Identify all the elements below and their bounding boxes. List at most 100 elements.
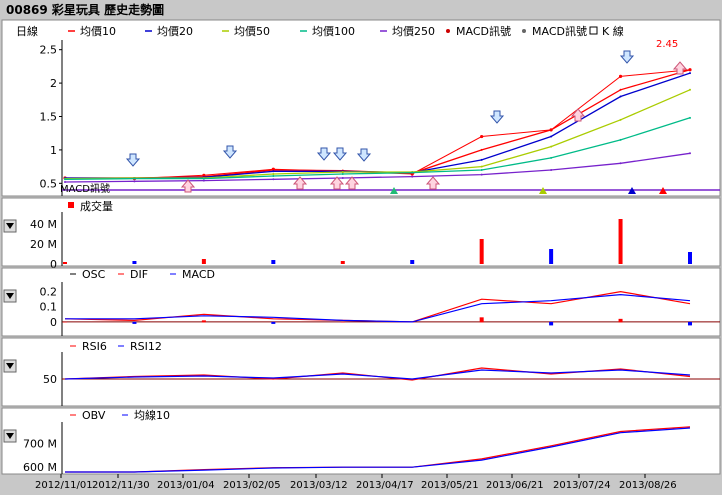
price-point <box>480 173 483 176</box>
legend-label: DIF <box>130 268 148 281</box>
volume-tick-label: 40 M <box>30 218 57 231</box>
volume-bars <box>63 219 692 264</box>
volume-legend: 成交量 <box>80 199 113 213</box>
osc-bar <box>340 321 345 323</box>
price-point <box>689 116 691 119</box>
x-tick-label: 2013/03/12 <box>290 480 348 491</box>
volume-tick-label: 0 <box>50 258 57 271</box>
arrow-up-icon <box>425 176 441 190</box>
volume-toggle-button[interactable] <box>3 219 17 233</box>
price-point <box>272 170 275 173</box>
price-point <box>619 138 622 141</box>
price-point <box>550 128 553 131</box>
rsi-series <box>62 367 720 381</box>
price-point <box>272 174 275 177</box>
price-tick-label: 1 <box>50 144 57 157</box>
price-tick-label: 2 <box>50 77 57 90</box>
price-point <box>133 177 136 180</box>
legend-label: MACD訊號 <box>456 24 511 38</box>
volume-bar <box>271 260 276 264</box>
price-point <box>689 68 691 71</box>
volume-panel <box>1 197 721 267</box>
price-line-ma <box>64 152 691 183</box>
obv-y-ticks: 700 M 600 M <box>23 437 57 474</box>
legend-swatch <box>589 26 598 35</box>
price-y-ticks: 2.5 2 1.5 1 0.5 <box>40 44 62 190</box>
price-point <box>550 145 553 148</box>
obv-toggle-button[interactable] <box>3 429 17 443</box>
triangle-up-icon <box>539 187 547 194</box>
macd-series <box>62 290 720 326</box>
legend-label: OSC <box>82 268 106 281</box>
price-point <box>272 172 275 175</box>
arrow-down-icon <box>619 50 635 64</box>
price-point <box>619 95 622 98</box>
x-tick-label: 2013/05/21 <box>421 480 479 491</box>
price-point <box>202 177 205 180</box>
price-point <box>133 180 136 183</box>
price-point <box>411 175 414 178</box>
price-point <box>480 134 484 139</box>
arrow-down-icon <box>332 147 348 161</box>
last-price-label: 2.45 <box>656 39 678 50</box>
osc-bar <box>618 318 623 323</box>
osc-bar <box>132 321 137 324</box>
price-point <box>689 152 691 155</box>
price-point <box>550 135 553 138</box>
arrow-up-icon <box>570 108 586 122</box>
legend-label: 均價250 <box>392 24 435 38</box>
macd-toggle-button[interactable] <box>3 289 17 303</box>
x-tick-label: 2012/11/30 <box>92 480 150 491</box>
rsi-toggle-button[interactable] <box>3 359 17 373</box>
legend-label: 均價50 <box>234 24 270 38</box>
rsi-legend: RSI6 RSI12 <box>70 340 162 353</box>
price-point <box>272 178 275 181</box>
volume-bar <box>201 259 206 264</box>
macd-tick-label: 0.1 <box>40 301 58 314</box>
rsi-tick-label: 50 <box>43 373 57 386</box>
triangle-down-icon <box>6 363 14 369</box>
arrow-up-icon <box>329 176 345 190</box>
price-point <box>619 88 622 91</box>
price-point <box>689 88 691 91</box>
x-tick-label: 2013/06/21 <box>486 480 544 491</box>
period-label: 日線 <box>16 24 38 38</box>
obv-tick-label: 600 M <box>23 461 57 474</box>
arrow-up-icon <box>292 176 308 190</box>
price-point <box>619 118 622 121</box>
macd-panel <box>1 267 721 337</box>
rsi-y-ticks: 50 <box>43 373 57 386</box>
volume-legend-swatch <box>68 202 74 208</box>
osc-bar <box>688 321 692 326</box>
volume-bar <box>618 219 623 264</box>
triangle-down-icon <box>6 293 14 299</box>
price-tick-label: 1.5 <box>40 111 58 124</box>
legend-label: MACD <box>182 268 215 281</box>
legend-swatch <box>446 29 450 33</box>
arrow-up-icon <box>672 61 688 75</box>
arrow-down-icon <box>356 148 372 162</box>
arrow-down-icon <box>489 110 505 124</box>
price-point <box>480 165 483 168</box>
volume-bar <box>340 261 345 264</box>
triangle-up-icon <box>659 187 667 194</box>
macd-y-ticks: 0.2 0.1 0 <box>40 286 58 329</box>
arrow-down-icon <box>316 147 332 161</box>
arrow-up-icon <box>180 179 196 193</box>
arrow-down-icon <box>222 145 238 159</box>
legend-label: RSI6 <box>82 340 107 353</box>
price-point <box>550 156 553 159</box>
legend-label: 均價10 <box>80 24 116 38</box>
osc-bar <box>549 321 554 326</box>
osc-bar <box>479 317 484 323</box>
price-point <box>341 170 344 173</box>
arrow-up-icon <box>344 176 360 190</box>
chart-title: 00869 彩星玩具 歷史走勢圖 <box>6 2 164 17</box>
legend-label: 均線10 <box>134 408 170 422</box>
obv-legend: OBV 均線10 <box>70 408 170 422</box>
price-line-ma <box>64 117 691 180</box>
volume-tick-label: 20 M <box>30 238 57 251</box>
legend-label: RSI12 <box>130 340 162 353</box>
macd-line-macd <box>65 293 691 323</box>
